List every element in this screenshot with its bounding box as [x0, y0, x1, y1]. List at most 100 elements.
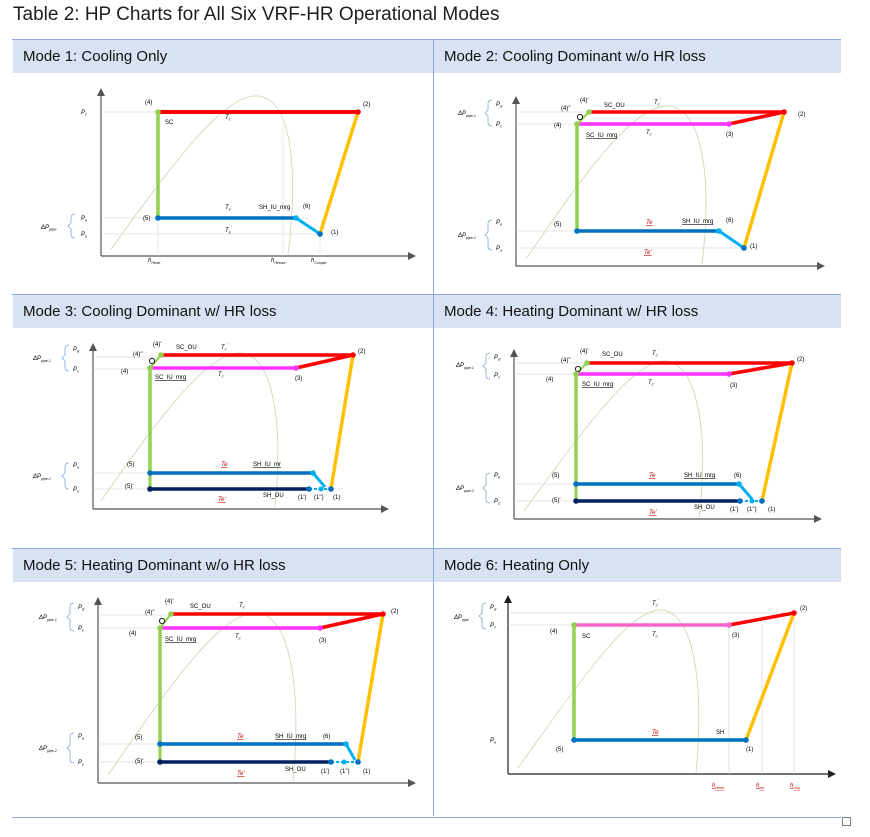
- axis-dp1: ΔPpipe-1: [38, 615, 57, 622]
- point-1: (1): [331, 230, 338, 236]
- point-3: (3): [732, 633, 739, 639]
- axis-dp1: ΔPpipe-1: [32, 356, 51, 363]
- tc-label: Tc: [648, 380, 654, 387]
- point-5: (5): [556, 747, 563, 753]
- axis-dp2: ΔPpipe-2: [32, 474, 51, 481]
- mode-2-header: Mode 2: Cooling Dominant w/o HR loss: [434, 40, 841, 73]
- h-hexin: hHexin: [712, 783, 724, 790]
- axis-pe: Pe: [73, 463, 80, 470]
- sc-ou-label: SC_OU: [602, 352, 623, 358]
- axis-ps: Ps: [81, 232, 87, 239]
- axis-pc: Pc: [81, 110, 87, 117]
- te-prime-label: Te': [218, 497, 226, 503]
- point-6: (6): [726, 218, 733, 224]
- mode-2-diagram: (4)' (4)'' (4) (2) (3) (5) (6) (1) SC_OU…: [434, 74, 854, 299]
- point-4a: (4)': [580, 98, 588, 104]
- tc-prime-label: Tc': [239, 600, 246, 610]
- tc-prime-label: Tc': [654, 97, 661, 107]
- axis-pc: Pc: [78, 626, 84, 633]
- sh-label: SH_IU_mrg: [682, 219, 713, 225]
- mode-3-title: Mode 3: Cooling Dominant w/ HR loss: [23, 303, 277, 320]
- sh-label: SH_IU_mrg: [275, 734, 306, 740]
- axis-dp: ΔPpipe: [40, 225, 57, 232]
- tc-label: Tc: [652, 632, 658, 639]
- tc-label: Tc: [646, 130, 652, 137]
- point-5b: (5)': [125, 484, 133, 490]
- h-out: hout: [756, 783, 765, 790]
- sh-label: SH: [716, 730, 724, 736]
- point-4b: (4)'': [145, 610, 155, 616]
- axis-pd: Pd: [494, 355, 501, 362]
- point-4: (4): [546, 377, 553, 383]
- point-4a: (4)': [580, 349, 588, 355]
- sc-ou-label: SC_OU: [604, 103, 625, 109]
- table-resize-handle[interactable]: [842, 817, 851, 826]
- te-label: Te: [652, 730, 659, 736]
- point-1: (1): [363, 769, 370, 775]
- point-2: (2): [358, 349, 365, 355]
- te-label: Te: [221, 462, 228, 468]
- point-3: (3): [319, 638, 326, 644]
- h-hexout: hHexout: [271, 258, 286, 265]
- axis-pe: Pe: [78, 734, 85, 741]
- point-4a: (4)': [153, 342, 161, 348]
- axis-dp: ΔPpipe: [453, 615, 469, 622]
- point-1b: (1''): [747, 507, 757, 513]
- table-caption: Table 2: HP Charts for All Six VRF-HR Op…: [13, 4, 500, 25]
- point-4: (4): [550, 629, 557, 635]
- point-3: (3): [726, 132, 733, 138]
- axis-pe: Pe: [81, 216, 88, 223]
- point-4: (4): [129, 631, 136, 637]
- point-2: (2): [800, 606, 807, 612]
- sh-label: SH_IU_mr: [253, 462, 281, 468]
- mode-2-title: Mode 2: Cooling Dominant w/o HR loss: [444, 48, 706, 65]
- axis-dp2: ΔPpipe-2: [457, 233, 476, 240]
- te-prime-label: Te': [237, 771, 245, 777]
- suction-line: [295, 216, 321, 236]
- axis-pe: Pe: [490, 738, 497, 745]
- point-1: (1): [746, 747, 753, 753]
- sc-iu-label: SC_IU_mrg: [582, 382, 613, 388]
- axis-ps: Ps: [78, 760, 84, 767]
- saturation-dome: [110, 95, 293, 255]
- row-divider-2: [12, 548, 841, 549]
- point-6: (6): [734, 473, 741, 479]
- point-1b: (1''): [314, 495, 324, 501]
- mode-4-header: Mode 4: Heating Dominant w/ HR loss: [434, 295, 841, 328]
- point-3: (3): [730, 383, 737, 389]
- tc-label: Tc: [235, 634, 241, 641]
- te-prime-label: Te': [644, 250, 652, 256]
- axis-dp1: ΔPpipe-1: [457, 111, 476, 118]
- point-4a: (4)': [165, 599, 173, 605]
- sc-iu-label: SC_IU_mrg: [155, 375, 186, 381]
- axis-ps: Ps: [494, 499, 500, 506]
- point-5: (5): [135, 735, 142, 741]
- tc-prime-label: Tc': [652, 348, 659, 358]
- mode-4-title: Mode 4: Heating Dominant w/ HR loss: [444, 303, 699, 320]
- sc-iu-label: SC_IU_mrg: [165, 637, 196, 643]
- tc-label: Tc: [225, 115, 231, 122]
- mode-1-diagram: (4) (2) (5) (6) (1) SC Tc Te Te' SH_IU_m…: [13, 74, 433, 299]
- axis-dp2: ΔPpipe-2: [455, 486, 474, 493]
- axis-dp2: ΔPpipe-2: [38, 746, 57, 753]
- point-5: (5): [552, 473, 559, 479]
- point-2: (2): [798, 112, 805, 118]
- h-hexin: hHexin: [148, 258, 160, 265]
- axis-pc: Pc: [496, 122, 502, 129]
- point-4: (4): [145, 100, 152, 106]
- te-label: Te: [649, 473, 656, 479]
- axis-pe: Pe: [494, 473, 501, 480]
- te-label: Te: [237, 734, 244, 740]
- point-2: (2): [391, 609, 398, 615]
- axis-pc: Pc: [490, 623, 496, 630]
- point-1: (1): [768, 507, 775, 513]
- mode-6-diagram: (4) (2) (3) (5) (1) SC Tc' Tc Te SH Pd P…: [434, 583, 854, 808]
- mode-5-diagram: (4)' (4)'' (4) (2) (3) (5) (5)' (6) (1')…: [13, 583, 433, 808]
- point-5b: (5)': [552, 498, 560, 504]
- sc-label: SC: [165, 120, 174, 126]
- mode-6-header: Mode 6: Heating Only: [434, 549, 841, 582]
- point-1a: (1'): [298, 495, 306, 501]
- axis-ps: Ps: [496, 246, 502, 253]
- point-1a: (1'): [730, 507, 738, 513]
- te-prime-label: Te': [649, 510, 657, 516]
